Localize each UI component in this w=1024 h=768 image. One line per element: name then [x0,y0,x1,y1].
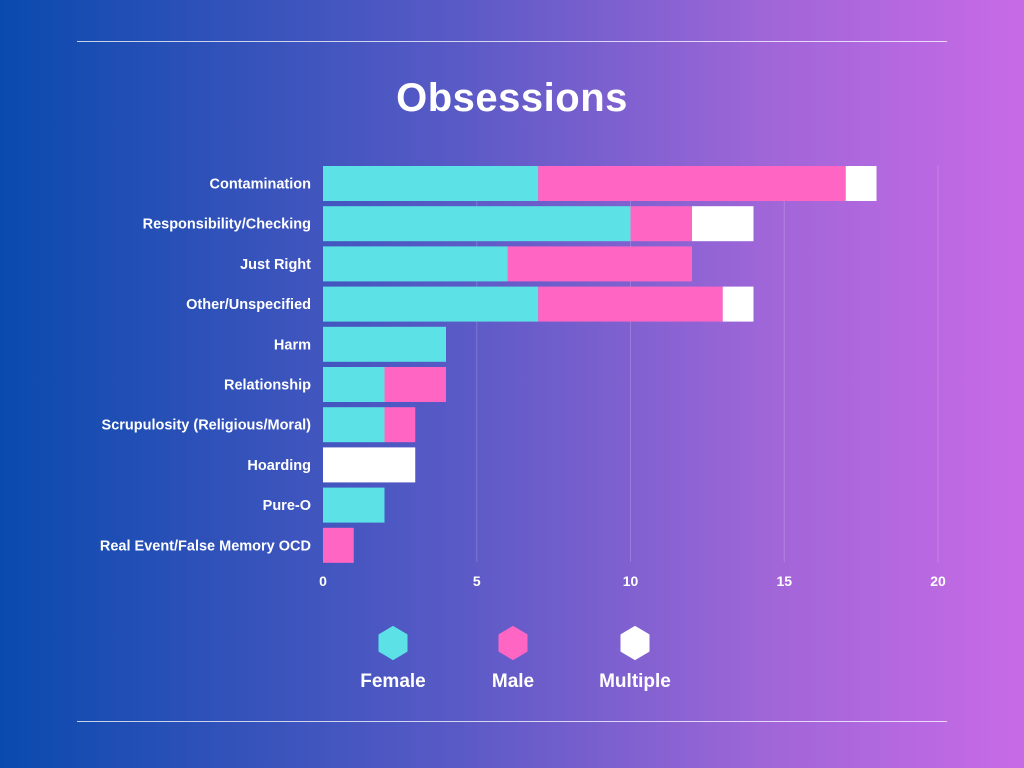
category-label-harm: Harm [274,337,311,353]
legend-label: Male [491,671,535,692]
bar-female-other-unspecified [323,286,539,322]
x-tick-label: 20 [930,573,946,589]
x-tick-label: 5 [473,573,481,589]
category-label-contamination: Contamination [210,177,312,193]
bar-male-other-unspecified [538,286,723,322]
bar-male-real-event-false-memory-ocd [323,527,354,563]
bar-male-relationship [384,367,446,402]
chart-title: Obsessions [396,76,628,120]
bar-male-responsibility-checking [630,206,692,242]
category-label-just-right: Just Right [240,257,311,273]
category-label-real-event-false-memory-ocd: Real Event/False Memory OCD [100,538,311,554]
category-label-pure-o: Pure-O [263,498,311,514]
bar-male-just-right [507,246,692,282]
x-tick-label: 10 [623,573,639,589]
bar-female-responsibility-checking [323,206,631,242]
legend: Female Male Multiple [340,626,700,696]
bar-multiple-responsibility-checking [692,206,754,242]
bar-multiple-other-unspecified [722,286,754,322]
category-label-other-unspecified: Other/Unspecified [186,297,311,313]
bar-female-scrupulosity-religious-moral [323,407,385,443]
legend-item-male: Male [458,626,568,693]
legend-label: Female [360,671,426,692]
legend-hexagon-icon [378,626,408,660]
category-label-relationship: Relationship [224,378,311,394]
category-label-responsibility-checking: Responsibility/Checking [143,217,311,233]
legend-hexagon-icon [620,626,650,660]
category-label-scrupulosity-religious-moral: Scrupulosity (Religious/Moral) [102,418,312,434]
bottom-divider [77,721,947,722]
top-divider [77,41,947,42]
bar-female-contamination [323,166,539,201]
bar-male-scrupulosity-religious-moral [384,407,416,443]
bar-multiple-hoarding [323,447,416,483]
bar-female-pure-o [323,487,385,523]
bar-female-harm [323,326,446,362]
bar-female-relationship [323,367,385,402]
x-tick-label: 15 [776,573,792,589]
bar-male-contamination [538,166,846,201]
x-tick-label: 0 [319,573,327,589]
legend-label: Multiple [599,671,671,692]
bar-female-just-right [323,246,508,282]
legend-item-multiple: Multiple [580,626,690,693]
bar-multiple-contamination [845,166,877,201]
legend-item-female: Female [338,626,448,693]
category-label-hoarding: Hoarding [247,458,311,474]
legend-hexagon-icon [498,626,528,660]
